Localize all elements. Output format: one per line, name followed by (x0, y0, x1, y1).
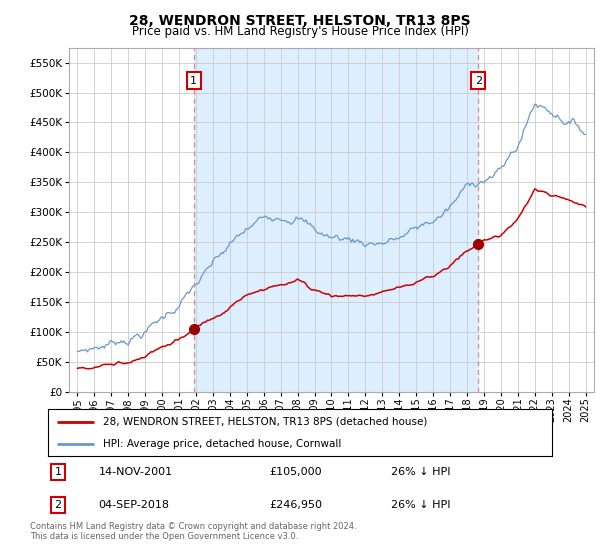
Text: £246,950: £246,950 (270, 500, 323, 510)
Text: 04-SEP-2018: 04-SEP-2018 (98, 500, 169, 510)
Text: 28, WENDRON STREET, HELSTON, TR13 8PS (detached house): 28, WENDRON STREET, HELSTON, TR13 8PS (d… (103, 417, 428, 427)
Text: 1: 1 (190, 76, 197, 86)
Text: 2: 2 (55, 500, 62, 510)
Text: 1: 1 (55, 467, 62, 477)
Text: 2: 2 (475, 76, 482, 86)
Text: 26% ↓ HPI: 26% ↓ HPI (391, 500, 450, 510)
Text: 14-NOV-2001: 14-NOV-2001 (98, 467, 173, 477)
Text: 26% ↓ HPI: 26% ↓ HPI (391, 467, 450, 477)
Bar (194, 48, 478, 392)
Text: Price paid vs. HM Land Registry's House Price Index (HPI): Price paid vs. HM Land Registry's House … (131, 25, 469, 38)
Text: £105,000: £105,000 (270, 467, 322, 477)
Text: 28, WENDRON STREET, HELSTON, TR13 8PS: 28, WENDRON STREET, HELSTON, TR13 8PS (129, 14, 471, 28)
Text: HPI: Average price, detached house, Cornwall: HPI: Average price, detached house, Corn… (103, 438, 342, 449)
Text: Contains HM Land Registry data © Crown copyright and database right 2024.
This d: Contains HM Land Registry data © Crown c… (30, 522, 356, 542)
